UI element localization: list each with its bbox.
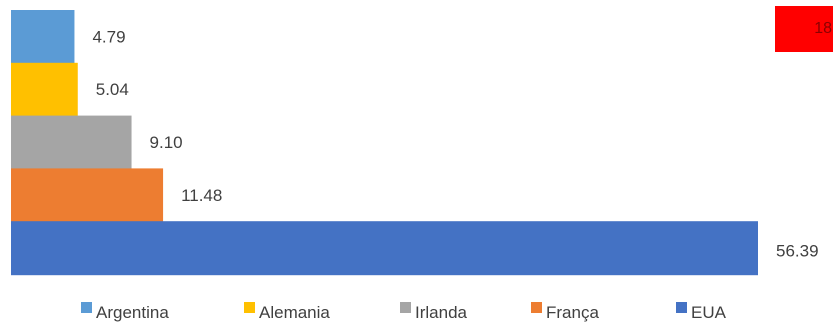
legend-swatch-eua xyxy=(676,302,687,313)
legend-swatch-argentina xyxy=(81,302,92,313)
legend-swatch-alemania xyxy=(244,302,255,313)
red-badge: 18 xyxy=(775,6,833,52)
bar-eua xyxy=(11,221,758,276)
legend-label-eua: EUA xyxy=(691,303,727,322)
legend-swatch-frança xyxy=(531,302,542,313)
legend-swatch-irlanda xyxy=(400,302,411,313)
value-label-frança: 11.48 xyxy=(181,186,222,205)
value-label-eua: 56.39 xyxy=(776,242,819,261)
bars-group xyxy=(11,10,758,276)
bar-irlanda xyxy=(11,115,132,170)
value-label-alemania: 5.04 xyxy=(96,80,129,99)
legend: Argentina Alemania Irlanda França EUA xyxy=(81,302,727,322)
bar-frança xyxy=(11,168,164,223)
legend-label-argentina: Argentina xyxy=(96,303,169,322)
badge-text: 18 xyxy=(814,20,832,37)
bar-argentina xyxy=(11,10,75,64)
legend-label-frança: França xyxy=(546,303,599,322)
legend-label-irlanda: Irlanda xyxy=(415,303,468,322)
value-labels-group: 4.79 5.04 9.10 11.48 56.39 xyxy=(92,27,818,260)
bar-alemania xyxy=(11,62,78,117)
legend-label-alemania: Alemania xyxy=(259,303,330,322)
value-label-argentina: 4.79 xyxy=(92,27,125,46)
value-label-irlanda: 9.10 xyxy=(150,133,183,152)
